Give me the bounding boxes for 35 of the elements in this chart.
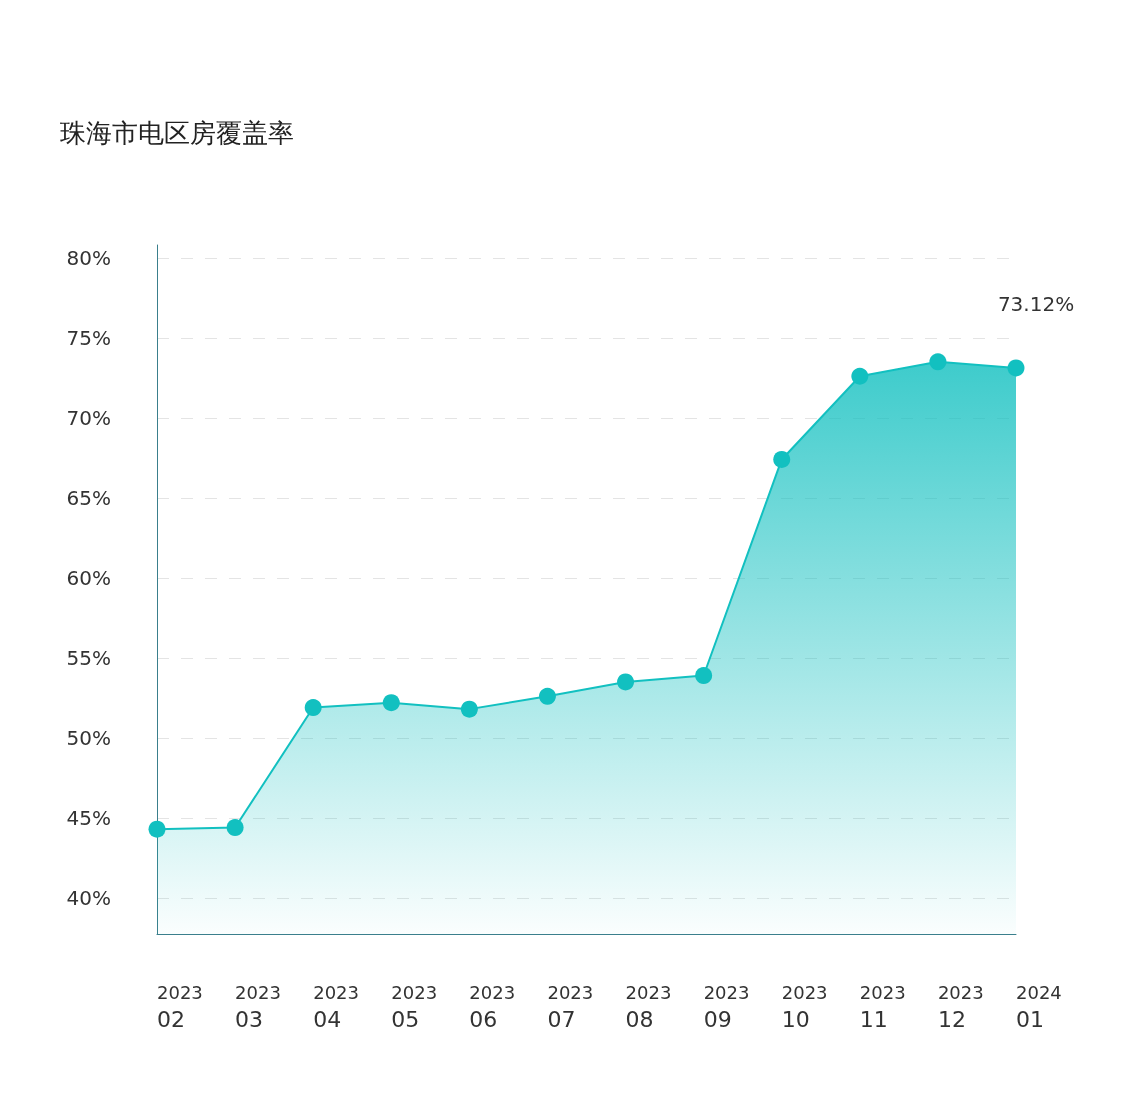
x-tick-label: 2023 02 [157,981,203,1032]
point [695,667,713,685]
y-tick-label: 80% [66,245,111,270]
point [929,353,947,371]
point [1007,359,1025,377]
y-tick-label: 70% [66,405,111,430]
point [304,699,322,717]
x-tick-label: 2023 08 [625,981,672,1032]
y-tick-label: 45% [66,805,111,830]
point [617,673,635,691]
y-tick-label: 55% [66,645,111,670]
point [851,367,869,385]
x-tick-label: 2023 03 [235,981,281,1032]
x-tick-label: 2023 10 [781,981,828,1032]
y-tick-label: 75% [66,325,111,350]
y-tick-label: 65% [66,485,111,510]
x-tick-label: 2023 11 [859,981,906,1032]
point [148,820,166,838]
data-label: 73.12% [997,292,1075,317]
x-tick-label: 2023 07 [547,981,594,1032]
chart-title: 珠海市电区房覆盖率 [60,118,294,148]
point [773,450,791,468]
x-tick-label: 2023 04 [313,981,359,1032]
x-tick-label: 2024 01 [1016,981,1062,1032]
x-tick-label: 2023 06 [469,981,516,1032]
point [460,700,478,718]
x-tick-label: 2023 09 [703,981,750,1032]
point [538,687,556,705]
x-tick-label: 2023 12 [937,981,984,1032]
point [226,819,244,837]
y-tick-label: 60% [66,565,111,590]
x-tick-label: 2023 05 [391,981,438,1032]
y-tick-label: 40% [66,885,111,910]
y-tick-label: 50% [66,725,111,750]
point [382,694,400,712]
